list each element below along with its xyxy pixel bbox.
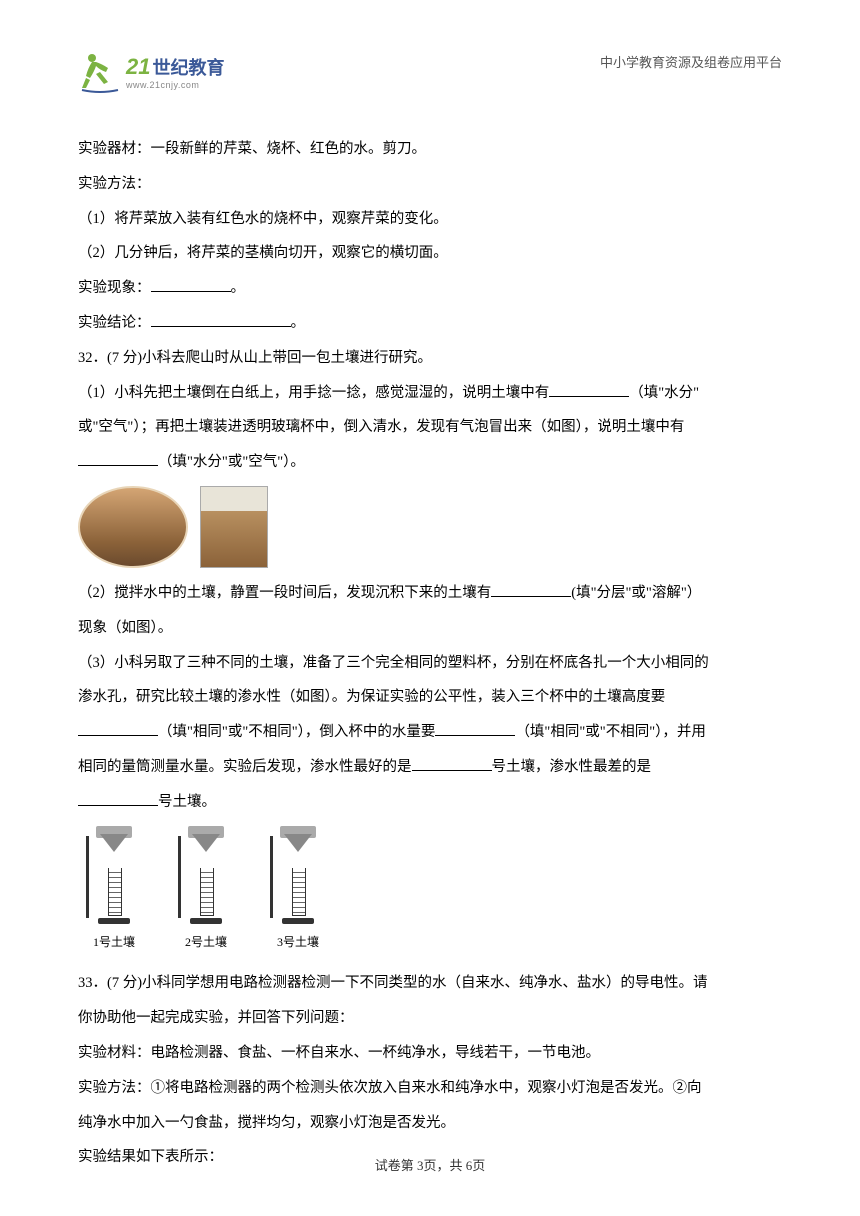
apparatus-label: 1号土壤: [93, 928, 135, 957]
logo-number: 21: [126, 54, 150, 80]
fill-blank: [78, 790, 158, 806]
text-line: （2）几分钟后，将芹菜的茎横向切开，观察它的横切面。: [78, 236, 782, 271]
text-line: 实验方法：①将电路检测器的两个检测头依次放入自来水和纯净水中，观察小灯泡是否发光…: [78, 1071, 782, 1106]
text-line: 现象（如图）。: [78, 611, 782, 646]
fill-blank: [491, 581, 571, 597]
apparatus-2: 2号土壤: [170, 826, 242, 957]
text-line: （填"相同"或"不相同"），倒入杯中的水量要（填"相同"或"不相同"），并用: [78, 715, 782, 750]
apparatus-1: 1号土壤: [78, 826, 150, 957]
question-title: 32．(7 分)小科去爬山时从山上带回一包土壤进行研究。: [78, 341, 782, 376]
soil-images: [78, 486, 782, 568]
apparatus-label: 2号土壤: [185, 928, 227, 957]
fill-blank: [78, 720, 158, 736]
soil-glass-image: [200, 486, 268, 568]
fill-blank: [549, 381, 629, 397]
text-line: 实验现象：。: [78, 271, 782, 306]
text-line: 实验器材：一段新鲜的芹菜、烧杯、红色的水。剪刀。: [78, 132, 782, 167]
text-line: 号土壤。: [78, 785, 782, 820]
document-content: 实验器材：一段新鲜的芹菜、烧杯、红色的水。剪刀。 实验方法： （1）将芹菜放入装…: [78, 132, 782, 1175]
text-line: （1）小科先把土壤倒在白纸上，用手捻一捻，感觉湿湿的，说明土壤中有（填"水分": [78, 376, 782, 411]
text-line: （2）搅拌水中的土壤，静置一段时间后，发现沉积下来的土壤有(填"分层"或"溶解"…: [78, 576, 782, 611]
text-line: 实验结论：。: [78, 306, 782, 341]
logo-url: www.21cnjy.com: [126, 80, 224, 90]
fill-blank: [435, 720, 515, 736]
text-line: 你协助他一起完成实验，并回答下列问题：: [78, 1001, 782, 1036]
page-footer: 试卷第 3页，共 6页: [0, 1155, 860, 1174]
page-header: 21 世纪教育 www.21cnjy.com 中小学教育资源及组卷应用平台: [78, 50, 782, 102]
fill-blank: [78, 450, 158, 466]
runner-icon: [78, 50, 122, 94]
logo-chinese: 世纪教育: [152, 54, 224, 80]
apparatus-images: 1号土壤 2号土壤 3号土壤: [78, 826, 782, 957]
header-subtitle: 中小学教育资源及组卷应用平台: [600, 50, 782, 71]
text-line: （3）小科另取了三种不同的土壤，准备了三个完全相同的塑料杯，分别在杯底各扎一个大…: [78, 646, 782, 681]
text-line: （填"水分"或"空气"）。: [78, 445, 782, 480]
text-line: 或"空气"）；再把土壤装进透明玻璃杯中，倒入清水，发现有气泡冒出来（如图），说明…: [78, 410, 782, 445]
text-line: 纯净水中加入一勺食盐，搅拌均匀，观察小灯泡是否发光。: [78, 1106, 782, 1141]
question-title: 33．(7 分)小科同学想用电路检测器检测一下不同类型的水（自来水、纯净水、盐水…: [78, 966, 782, 1001]
text-line: 相同的量筒测量水量。实验后发现，渗水性最好的是号土壤，渗水性最差的是: [78, 750, 782, 785]
soil-dish-image: [78, 486, 188, 568]
fill-blank: [151, 276, 231, 292]
text-line: 实验材料：电路检测器、食盐、一杯自来水、一杯纯净水，导线若干，一节电池。: [78, 1036, 782, 1071]
text-line: 实验方法：: [78, 167, 782, 202]
logo-text: 21 世纪教育 www.21cnjy.com: [126, 54, 224, 90]
apparatus-label: 3号土壤: [277, 928, 319, 957]
text-line: 渗水孔，研究比较土壤的渗水性（如图）。为保证实验的公平性，装入三个杯中的土壤高度…: [78, 680, 782, 715]
logo: 21 世纪教育 www.21cnjy.com: [78, 50, 224, 94]
text-line: （1）将芹菜放入装有红色水的烧杯中，观察芹菜的变化。: [78, 202, 782, 237]
apparatus-3: 3号土壤: [262, 826, 334, 957]
fill-blank: [412, 755, 492, 771]
fill-blank: [151, 311, 291, 327]
